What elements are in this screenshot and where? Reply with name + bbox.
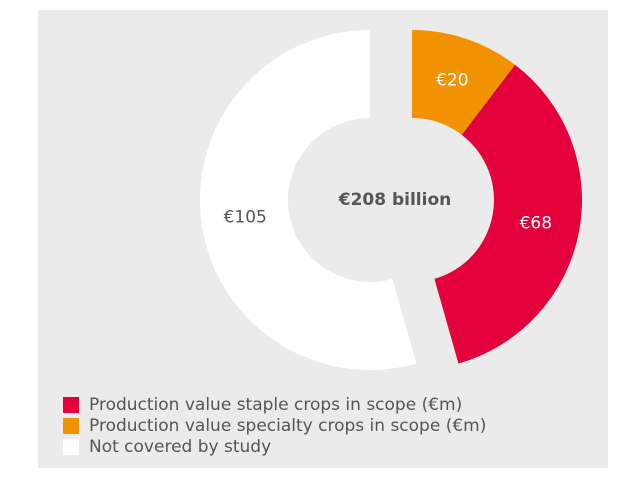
donut-slice bbox=[200, 30, 417, 370]
value-label: €105 bbox=[224, 207, 267, 227]
center-label: €208 billion bbox=[338, 190, 452, 210]
donut-slice bbox=[434, 64, 582, 364]
legend-swatch bbox=[63, 397, 79, 413]
value-label: €68 bbox=[520, 213, 552, 233]
legend-label: Production value staple crops in scope (… bbox=[89, 395, 462, 415]
donut-slice bbox=[412, 30, 516, 135]
legend-swatch bbox=[63, 418, 79, 434]
value-label: €20 bbox=[436, 71, 468, 91]
legend-label: Production value specialty crops in scop… bbox=[89, 416, 486, 436]
legend-label: Not covered by study bbox=[89, 437, 271, 457]
legend-swatch bbox=[63, 439, 79, 455]
